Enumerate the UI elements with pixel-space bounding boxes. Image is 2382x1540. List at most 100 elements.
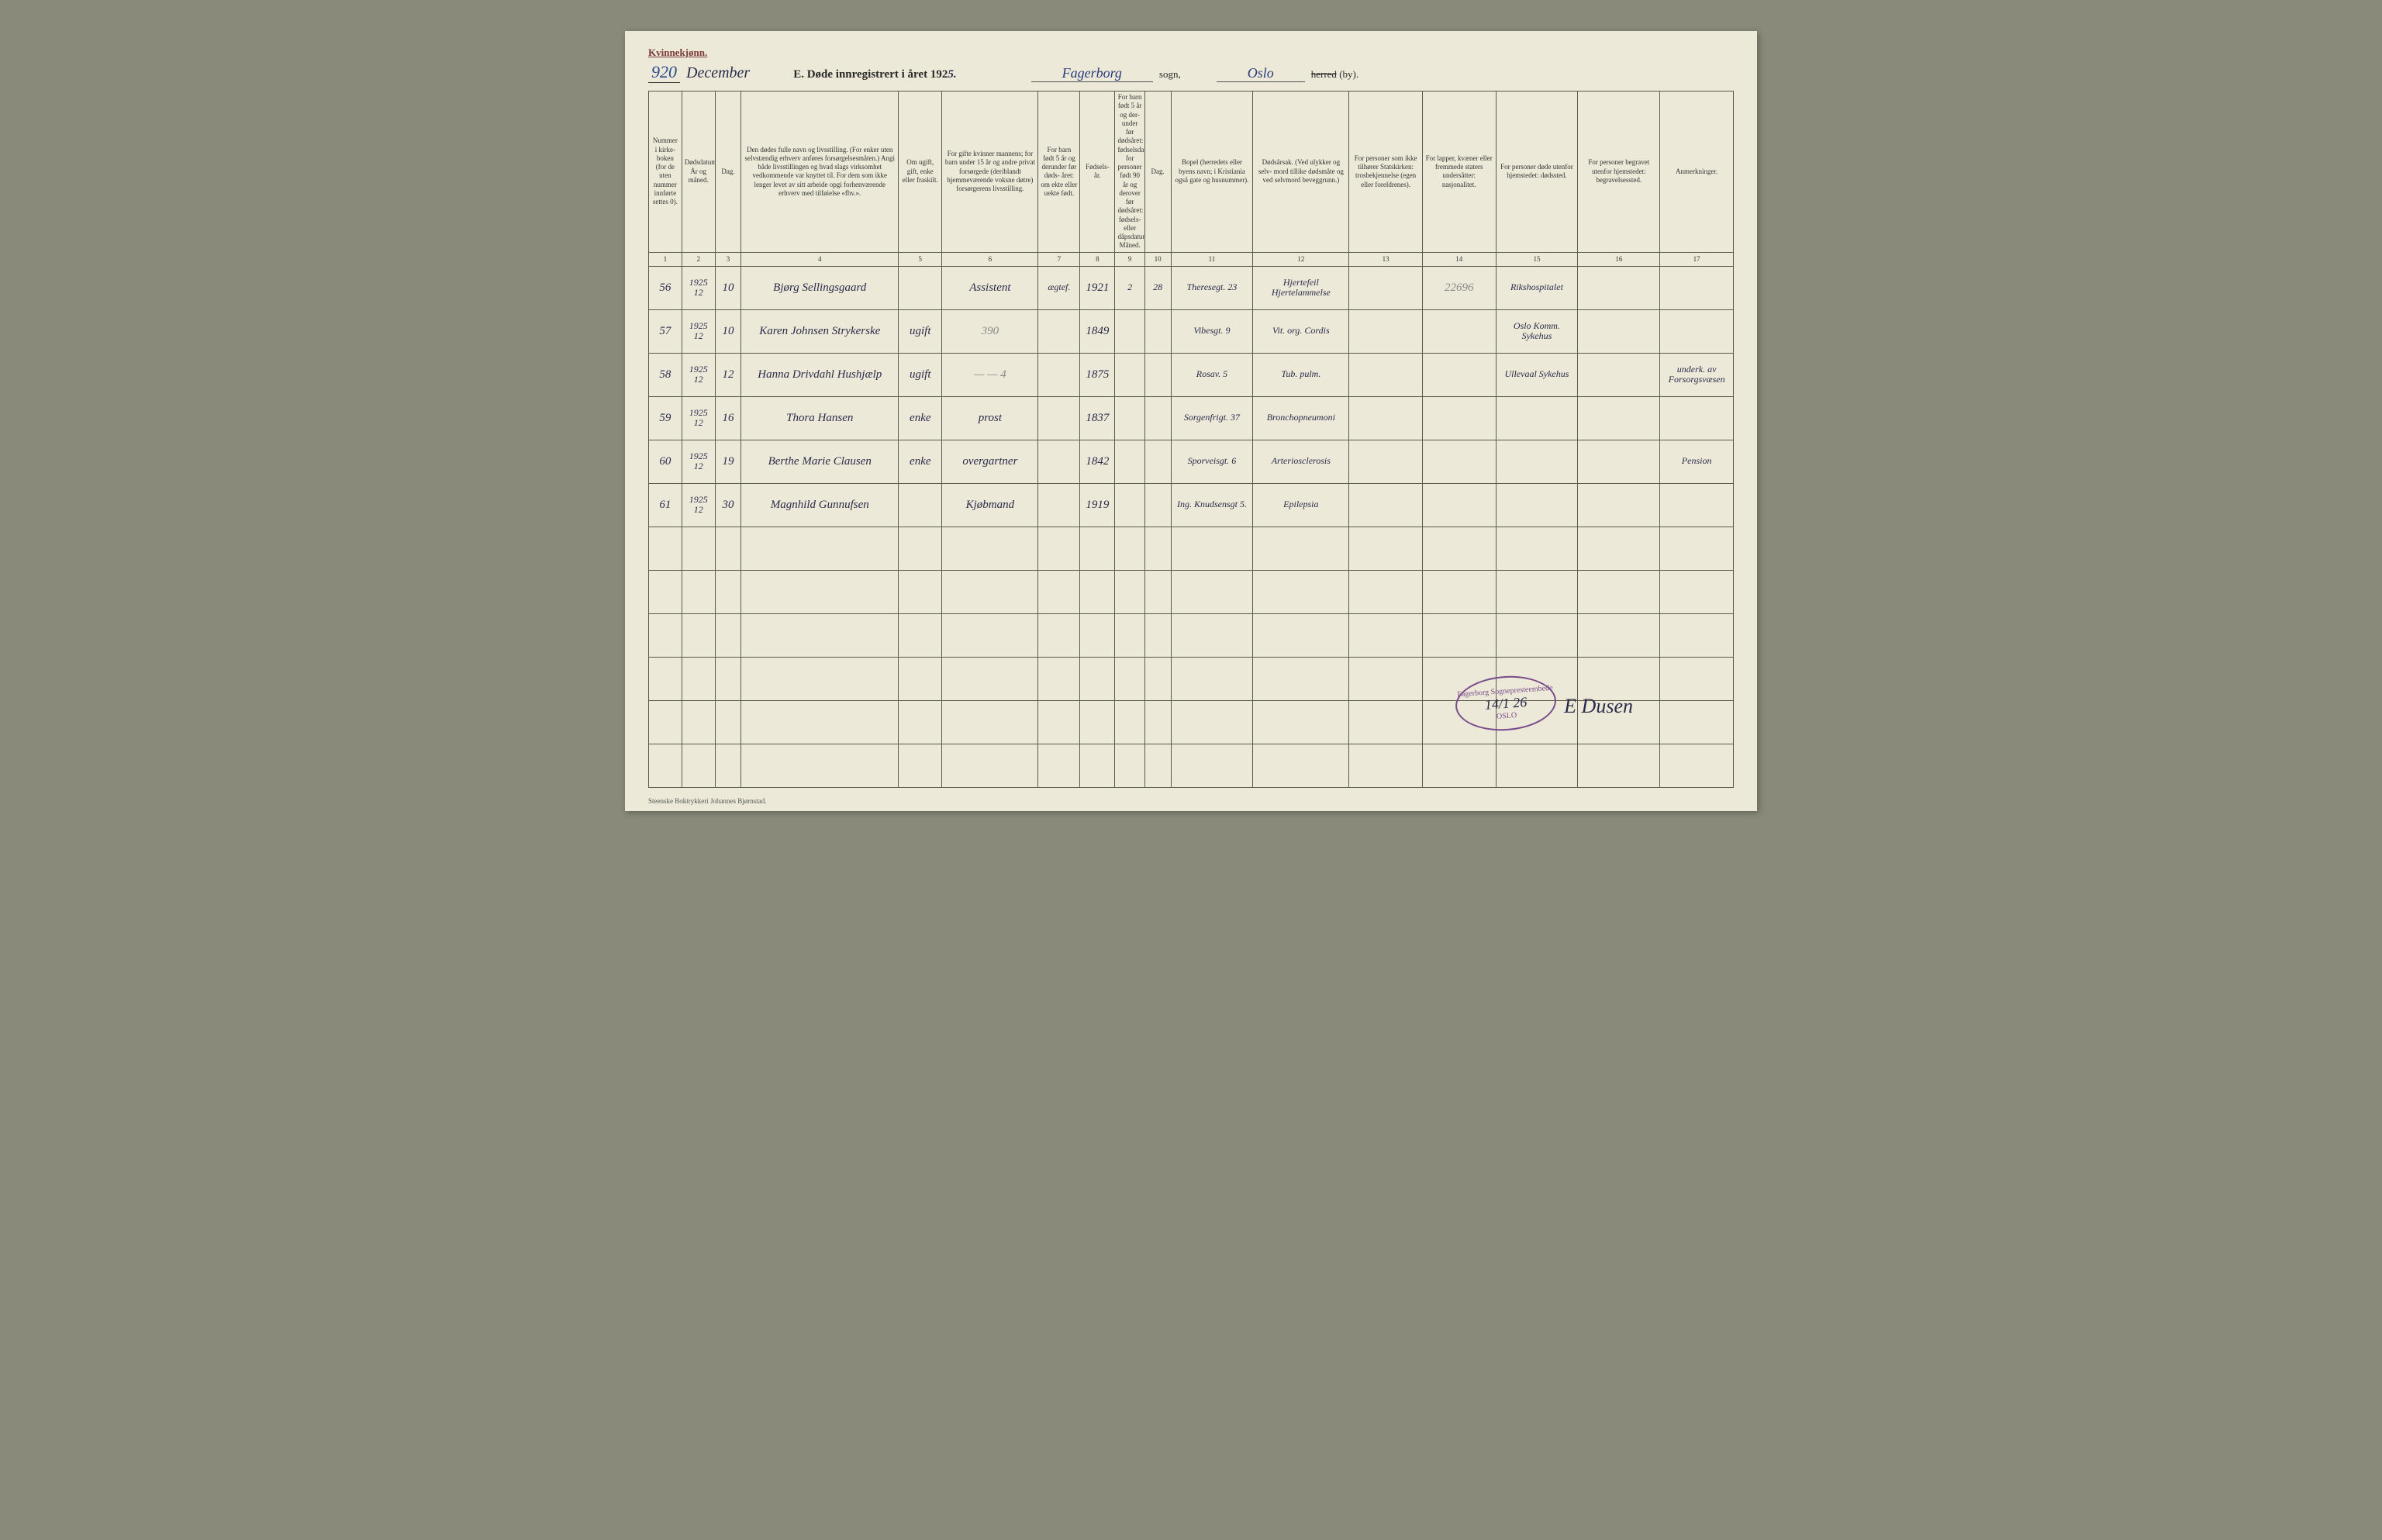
table-cell (1660, 483, 1734, 527)
table-cell (1038, 396, 1080, 440)
table-row: 6119251230Magnhild GunnufsenKjøbmand1919… (649, 483, 1734, 527)
table-cell (1349, 440, 1423, 483)
table-cell: 22696 (1422, 266, 1496, 309)
column-header: Om ugift, gift, enke eller fraskilt. (899, 92, 942, 253)
table-cell (1080, 527, 1115, 570)
table-cell (1171, 570, 1253, 613)
table-cell (1080, 570, 1115, 613)
table-cell (1038, 657, 1080, 700)
column-number: 7 (1038, 252, 1080, 266)
column-header: For personer begravet utenfor hjemstedet… (1578, 92, 1660, 253)
table-cell: Epilepsia (1253, 483, 1349, 527)
table-cell: prost (942, 396, 1038, 440)
table-cell (715, 700, 741, 744)
form-title: E. Døde innregistrert i året 1925. (793, 68, 956, 81)
printer-footer: Steenske Boktrykkeri Johannes Bjørnstad. (648, 797, 766, 805)
table-cell: 192512 (682, 353, 715, 396)
table-cell (741, 570, 899, 613)
table-cell (1038, 700, 1080, 744)
table-cell: 16 (715, 396, 741, 440)
document-page: Kvinnekjønn. 920 December E. Døde innreg… (625, 31, 1757, 811)
table-cell: 1919 (1080, 483, 1115, 527)
table-cell: 58 (649, 353, 682, 396)
table-cell (1144, 396, 1171, 440)
table-cell: Pension (1660, 440, 1734, 483)
table-cell (899, 527, 942, 570)
stamp-bottom-text: OSLO (1497, 710, 1517, 720)
table-cell (682, 744, 715, 787)
table-cell (1422, 527, 1496, 570)
table-cell (1578, 570, 1660, 613)
table-cell: Bjørg Sellingsgaard (741, 266, 899, 309)
table-cell (942, 657, 1038, 700)
column-number: 4 (741, 252, 899, 266)
table-cell (1144, 309, 1171, 353)
table-row-empty (649, 570, 1734, 613)
table-cell (1115, 613, 1144, 657)
column-number: 12 (1253, 252, 1349, 266)
table-cell (942, 700, 1038, 744)
column-header: For personer døde utenfor hjemstedet: dø… (1496, 92, 1578, 253)
stamp-area: Fagerborg Sognepresteembede 14/1 26 OSLO… (1455, 676, 1633, 718)
table-cell (1349, 483, 1423, 527)
table-cell (1144, 700, 1171, 744)
column-number: 17 (1660, 252, 1734, 266)
table-cell (1115, 570, 1144, 613)
parish-label: sogn, (1159, 68, 1181, 81)
table-cell: 60 (649, 440, 682, 483)
table-cell: Sporveisgt. 6 (1171, 440, 1253, 483)
table-cell (1171, 657, 1253, 700)
table-cell (1578, 527, 1660, 570)
table-cell (682, 527, 715, 570)
table-cell (1422, 570, 1496, 613)
table-cell: Assistent (942, 266, 1038, 309)
table-header: Nummer i kirke- boken (for de uten numme… (649, 92, 1734, 267)
table-cell: Berthe Marie Clausen (741, 440, 899, 483)
table-cell (1115, 700, 1144, 744)
column-header: Nummer i kirke- boken (for de uten numme… (649, 92, 682, 253)
table-cell: 59 (649, 396, 682, 440)
table-cell (1349, 309, 1423, 353)
table-cell: Magnhild Gunnufsen (741, 483, 899, 527)
table-cell (1038, 527, 1080, 570)
table-row-empty (649, 744, 1734, 787)
column-number: 14 (1422, 252, 1496, 266)
table-cell (649, 657, 682, 700)
table-cell (942, 613, 1038, 657)
form-header: Kvinnekjønn. 920 December E. Døde innreg… (648, 47, 1734, 86)
table-cell (741, 527, 899, 570)
table-cell (1253, 527, 1349, 570)
table-cell (741, 657, 899, 700)
table-cell (1496, 440, 1578, 483)
table-cell: 10 (715, 266, 741, 309)
table-cell: 1875 (1080, 353, 1115, 396)
table-cell (1660, 613, 1734, 657)
table-cell (682, 613, 715, 657)
table-cell: 10 (715, 309, 741, 353)
table-cell (1171, 527, 1253, 570)
district-label: herred (by). (1311, 68, 1358, 81)
table-cell (649, 570, 682, 613)
table-cell: 12 (715, 353, 741, 396)
table-cell (1115, 744, 1144, 787)
table-cell (1349, 657, 1423, 700)
column-header: For personer som ikke tilhører Statskirk… (1349, 92, 1423, 253)
table-cell (715, 613, 741, 657)
column-number: 16 (1578, 252, 1660, 266)
table-cell (1144, 657, 1171, 700)
table-cell (899, 570, 942, 613)
table-cell (1660, 744, 1734, 787)
table-cell: Karen Johnsen Strykerske (741, 309, 899, 353)
table-cell (649, 700, 682, 744)
table-cell: underk. av Forsorgsvæsen (1660, 353, 1734, 396)
table-cell (649, 744, 682, 787)
table-cell (649, 613, 682, 657)
table-cell (1578, 440, 1660, 483)
table-cell (1496, 527, 1578, 570)
column-number: 10 (1144, 252, 1171, 266)
table-cell: Rosav. 5 (1171, 353, 1253, 396)
table-cell (1115, 483, 1144, 527)
table-cell: 1842 (1080, 440, 1115, 483)
table-cell (1144, 527, 1171, 570)
table-cell: Bronchopneumoni (1253, 396, 1349, 440)
